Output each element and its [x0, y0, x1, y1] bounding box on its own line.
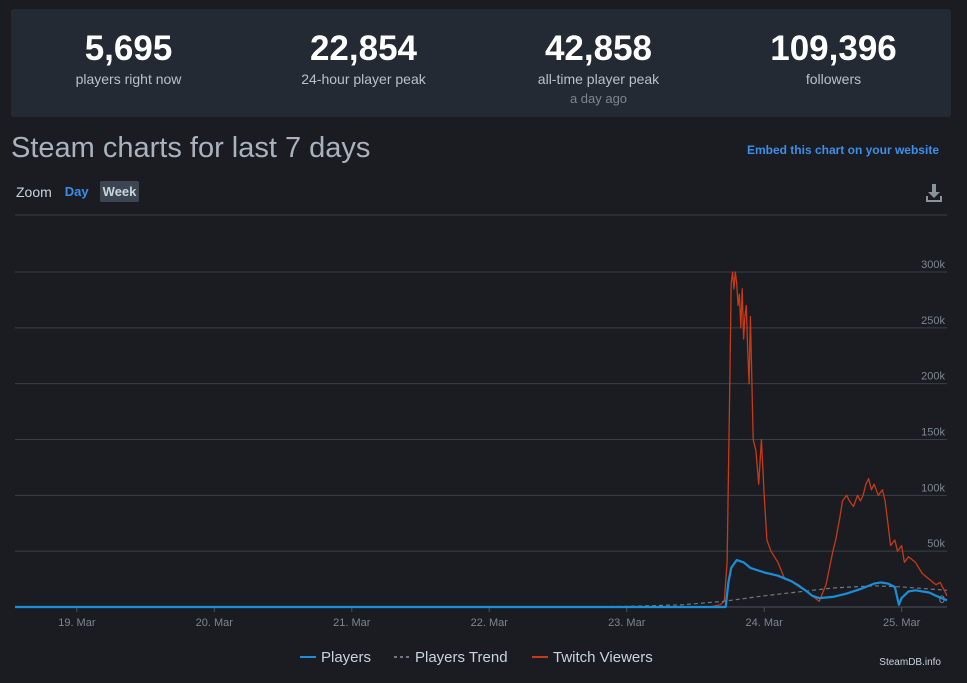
stat-followers: 109,396 followers [716, 9, 951, 117]
x-tick-label: 19. Mar [58, 617, 96, 629]
download-icon[interactable] [925, 183, 943, 203]
series-players-trend-line [15, 585, 948, 608]
zoom-controls: Zoom Day Week [16, 181, 147, 202]
y-tick-label: 250k [921, 315, 945, 327]
series-players-line [15, 559, 948, 609]
stat-value: 109,396 [770, 29, 897, 68]
x-tick-label: 24. Mar [746, 617, 784, 629]
chart-svg: 0 50k 100k 150k 200k 250k 300k 19. Mar 20. Mar 21… [15, 214, 948, 666]
legend-label[interactable]: Twitch Viewers [553, 649, 653, 666]
stat-value: 22,854 [309, 29, 418, 68]
stat-label: followers [805, 71, 862, 87]
zoom-week-button[interactable]: Week [99, 181, 140, 202]
x-tick-label: 21. Mar [333, 617, 371, 629]
legend-label[interactable]: Players [321, 649, 371, 666]
stat-24h-peak: 22,854 24-hour player peak [246, 9, 481, 117]
embed-chart-link[interactable]: Embed this chart on your website [746, 143, 939, 157]
y-tick-label: 50k [927, 538, 945, 550]
chart-container: 0 50k 100k 150k 200k 250k 300k 19. Mar 20. Mar 21… [0, 214, 967, 678]
legend-label[interactable]: Players Trend [415, 649, 508, 666]
x-tick-label: 25. Mar [883, 617, 921, 629]
zoom-day-button[interactable]: Day [64, 184, 89, 199]
y-tick-label: 0 [939, 594, 945, 606]
y-tick-label: 150k [921, 427, 945, 439]
x-tick-label: 23. Mar [608, 617, 646, 629]
stat-label: all-time player peak [537, 71, 660, 87]
y-tick-label: 300k [921, 259, 945, 271]
stat-value: 42,858 [544, 29, 653, 68]
stat-players-now: 5,695 players right now [11, 9, 246, 117]
stat-label: 24-hour player peak [301, 71, 426, 87]
stat-value: 5,695 [84, 29, 173, 68]
y-tick-label: 100k [921, 482, 945, 494]
stat-all-time-peak: 42,858 all-time player peak a day ago [481, 9, 716, 117]
chart-title: Steam charts for last 7 days [11, 132, 371, 164]
x-tick-label: 22. Mar [471, 617, 509, 629]
stat-sub: a day ago [569, 91, 628, 106]
zoom-label: Zoom [16, 183, 52, 200]
x-tick-label: 20. Mar [196, 617, 234, 629]
y-tick-label: 200k [921, 371, 945, 383]
stat-label: players right now [75, 71, 182, 87]
stats-panel: 5,695 players right now 22,854 24-hour p… [11, 9, 951, 117]
watermark: SteamDB.info [879, 657, 941, 668]
